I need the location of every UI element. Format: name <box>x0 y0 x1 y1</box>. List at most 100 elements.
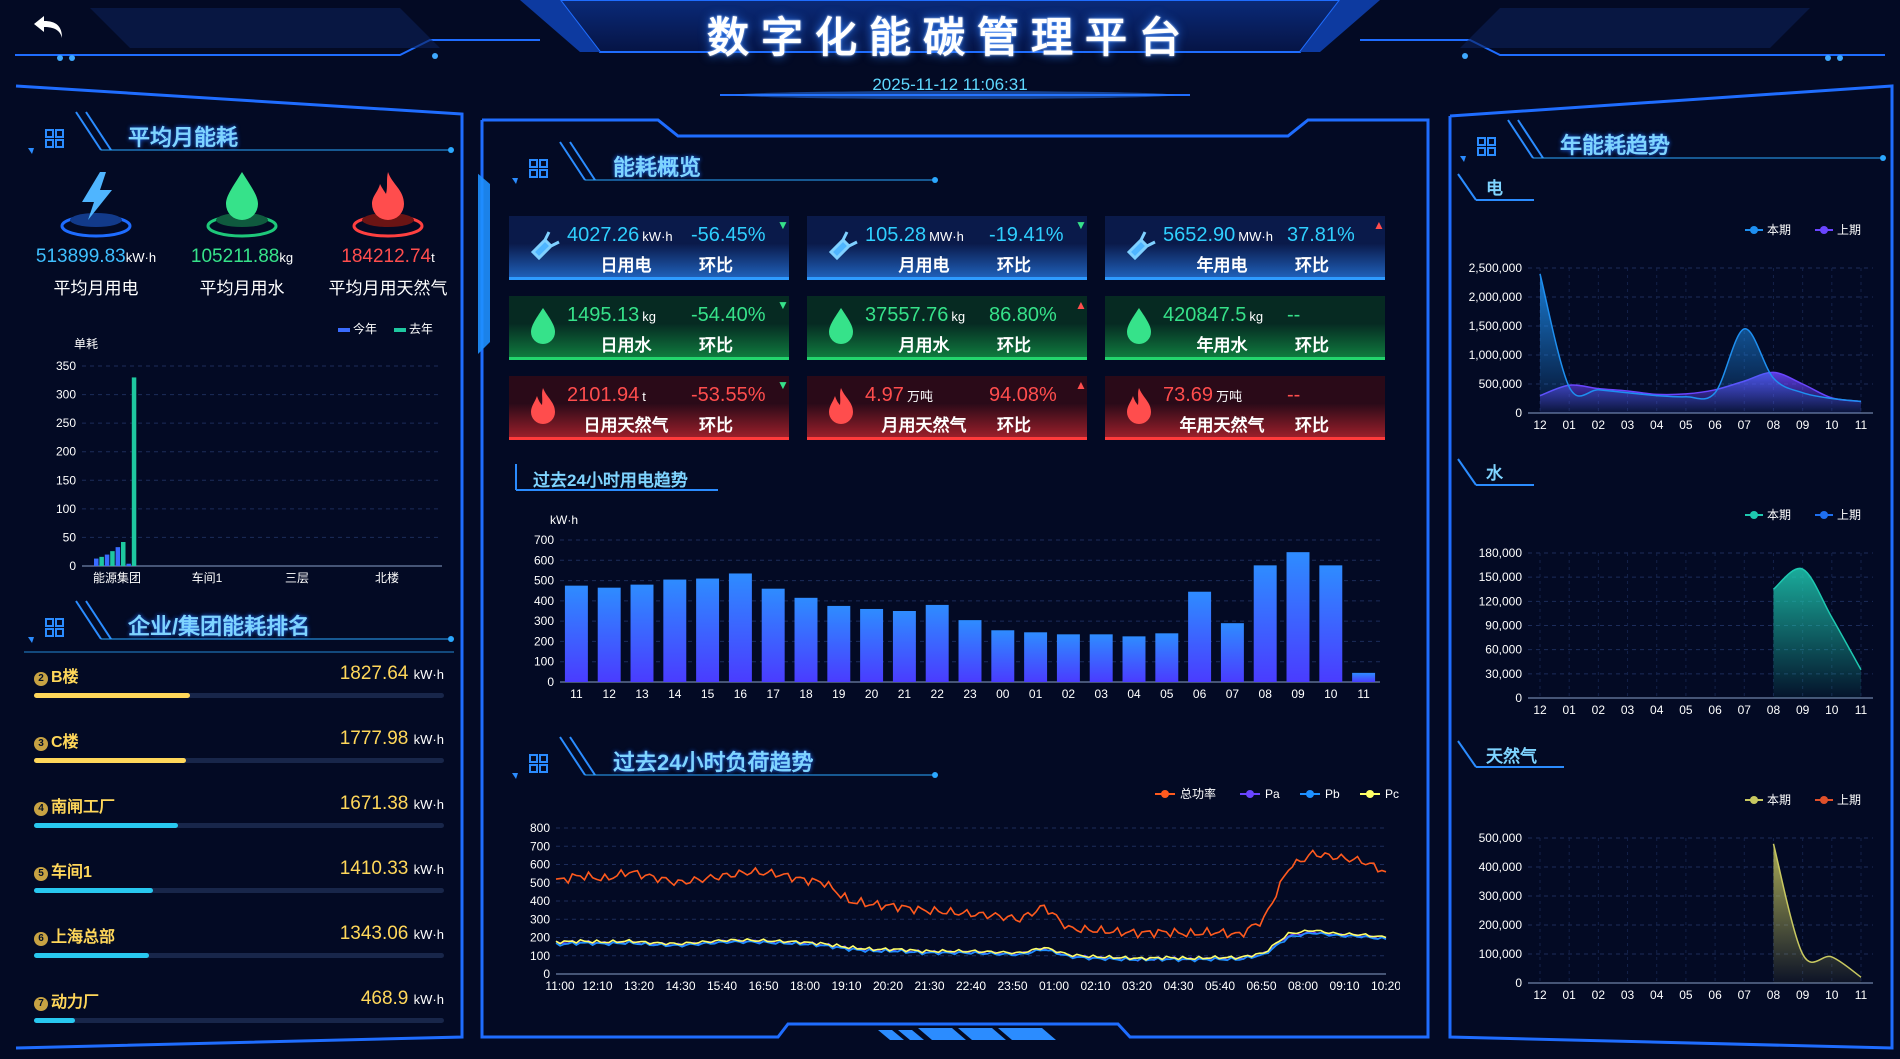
annual-water-chart: 0 30,000 60,000 90,000 120,000 150,000 180,000… <box>1479 508 1873 717</box>
y-tick-label: 400 <box>530 894 550 908</box>
chart-legend: 本期 上期 <box>1745 793 1861 807</box>
y-tick-label: 300 <box>56 388 76 402</box>
ranking-row[interactable]: 4 南闸工厂 1671.38 kW·h <box>34 793 444 853</box>
bar <box>1122 636 1146 682</box>
x-tick-label: 21:30 <box>914 979 944 993</box>
x-tick-label: 07 <box>1738 418 1752 432</box>
y-tick-label: 0 <box>543 967 550 981</box>
bar <box>794 597 818 682</box>
y-tick-label: 1,500,000 <box>1469 319 1523 333</box>
bar <box>121 542 126 566</box>
x-tick-label: 19:10 <box>831 979 861 993</box>
overview-card[interactable]: 37557.76 kg 86.80% 月用水 环比 ▲ <box>807 296 1087 360</box>
bar <box>696 578 720 682</box>
water-drop-icon <box>829 308 853 344</box>
back-button[interactable] <box>30 12 66 42</box>
overview-card[interactable]: 2101.94 t -53.55% 日用天然气 环比 ▼ <box>509 376 789 440</box>
card-label: 年用电 <box>1196 256 1248 275</box>
x-tick-label: 04 <box>1127 687 1141 701</box>
rank-number-badge: 6 <box>34 932 48 946</box>
ranking-row[interactable]: 5 车间1 1410.33 kW·h <box>34 858 444 918</box>
y-tick-label: 250 <box>56 416 76 430</box>
stat-label: 平均月用天然气 <box>328 279 448 298</box>
x-tick-label: 20:20 <box>873 979 903 993</box>
ranking-title: 企业/集团能耗排名 <box>128 614 311 639</box>
overview-card[interactable]: 73.69 万吨 -- 年用天然气 环比 <box>1105 376 1385 440</box>
lightning-icon <box>60 172 132 238</box>
bar <box>958 620 982 682</box>
card-change: -53.55% <box>691 384 766 406</box>
series-area <box>1773 843 1861 983</box>
stat-value: 105211.88kg <box>190 246 294 267</box>
overview-card[interactable]: 420847.5 kg -- 年用水 环比 <box>1105 296 1385 360</box>
stat-value: 184212.74t <box>341 246 435 267</box>
overview-card[interactable]: 1495.13 kg -54.40% 日用水 环比 ▼ <box>509 296 789 360</box>
bar <box>1319 565 1343 682</box>
x-tick-label: 02 <box>1592 988 1606 1002</box>
legend-label: Pa <box>1265 787 1280 801</box>
ranking-row[interactable]: 3 C楼 1777.98 kW·h <box>34 728 444 788</box>
rank-number-badge: 2 <box>34 672 48 686</box>
ranking-row[interactable]: 2 B楼 1827.64 kW·h <box>34 663 444 723</box>
header-frame <box>15 0 1885 99</box>
ranking-row[interactable]: 7 动力厂 468.9 kW·h <box>34 988 444 1048</box>
overview-card[interactable]: 4.97 万吨 94.08% 月用天然气 环比 ▲ <box>807 376 1087 440</box>
series-area <box>1773 568 1861 698</box>
sub-gas-deco <box>1457 740 1564 768</box>
bar <box>94 558 99 566</box>
sub-electric-deco <box>1457 173 1534 201</box>
legend-swatch <box>1246 790 1254 798</box>
x-tick-label: 09 <box>1796 988 1810 1002</box>
y-tick-label: 400 <box>534 594 554 608</box>
x-tick-label: 02 <box>1592 703 1606 717</box>
y-tick-label: 100 <box>56 502 76 516</box>
bar <box>728 573 752 682</box>
x-tick-label: 11 <box>1855 418 1868 432</box>
card-value: 4027.26 kW·h <box>567 224 673 246</box>
ranking-bar-track <box>34 953 444 958</box>
x-tick-label: 14:30 <box>665 979 695 993</box>
card-change: 94.08% <box>989 384 1057 406</box>
avg-section-header-deco <box>28 111 454 154</box>
x-tick-label: 能源集团 <box>93 570 141 585</box>
x-tick-label: 04 <box>1650 703 1664 717</box>
y-tick-label: 100 <box>530 949 550 963</box>
x-tick-label: 12 <box>1533 988 1547 1002</box>
ranking-row[interactable]: 6 上海总部 1343.06 kW·h <box>34 923 444 983</box>
ranking-value: 1343.06 kW·h <box>339 923 444 944</box>
x-tick-label: 08 <box>1767 418 1781 432</box>
plug-icon <box>828 231 858 261</box>
trend-arrow-icon: ▲ <box>1075 298 1087 312</box>
overview-card[interactable]: 4027.26 kW·h -56.45% 日用电 环比 ▼ <box>509 216 789 280</box>
card-change-label: 环比 <box>997 256 1031 275</box>
card-change: -- <box>1287 384 1301 406</box>
ranking-name: 4 南闸工厂 <box>34 793 115 817</box>
x-tick-label: 11 <box>570 687 583 701</box>
x-tick-label: 07 <box>1738 703 1752 717</box>
overview-card[interactable]: 5652.90 MW·h 37.81% 年用电 环比 ▲ <box>1105 216 1385 280</box>
bar <box>115 547 121 566</box>
card-label: 月用水 <box>898 336 950 355</box>
bar <box>860 608 884 682</box>
trend24-title: 过去24小时用电趋势 <box>533 471 688 490</box>
x-tick-label: 10 <box>1324 687 1338 701</box>
legend-label: 上期 <box>1837 793 1861 807</box>
legend-swatch <box>394 328 406 332</box>
x-tick-label: 22:40 <box>956 979 986 993</box>
x-tick-label: 09 <box>1291 687 1305 701</box>
y-tick-label: 800 <box>530 821 550 835</box>
x-tick-label: 23:50 <box>997 979 1027 993</box>
sub-water-title: 水 <box>1486 464 1503 483</box>
overview-card[interactable]: 105.28 MW·h -19.41% 月用电 环比 ▼ <box>807 216 1087 280</box>
x-tick-label: 12 <box>603 687 617 701</box>
x-tick-label: 23 <box>963 687 977 701</box>
x-tick-label: 11:00 <box>545 979 574 993</box>
x-tick-label: 02 <box>1592 418 1606 432</box>
bar <box>630 584 654 682</box>
bar <box>1253 565 1277 682</box>
card-change: -19.41% <box>989 224 1064 246</box>
card-change: 37.81% <box>1287 224 1355 246</box>
y-tick-label: 700 <box>530 839 550 853</box>
bar <box>1155 633 1179 682</box>
y-tick-label: 1,000,000 <box>1469 348 1523 362</box>
